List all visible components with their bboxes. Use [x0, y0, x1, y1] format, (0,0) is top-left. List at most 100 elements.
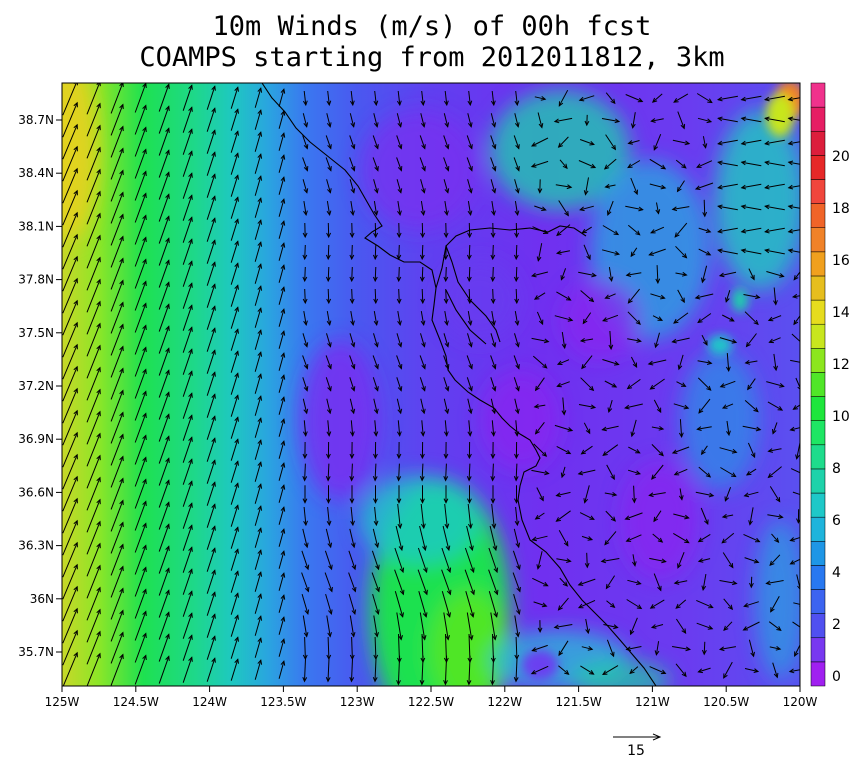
wind-vector [441, 547, 452, 574]
wind-vector [701, 574, 707, 592]
wind-vector [787, 96, 800, 102]
wind-vector [553, 624, 573, 630]
wind-vector [555, 250, 570, 255]
wind-vector [673, 403, 690, 410]
wind-vector [627, 288, 640, 304]
wind-vector [698, 398, 711, 414]
wind-vector [651, 444, 664, 457]
wind-vector [134, 456, 147, 487]
wind-vector [110, 609, 124, 642]
wind-vector [602, 444, 619, 456]
colorbar-label: 6 [832, 513, 841, 529]
wind-vector [747, 442, 756, 459]
wind-vector [697, 117, 713, 124]
wind-vector [230, 196, 239, 219]
wind-vector [158, 281, 170, 310]
wind-vector [579, 512, 595, 520]
wind-vector [110, 587, 124, 620]
wind-vector [278, 440, 286, 459]
wind-vector [490, 655, 495, 686]
wind-vector [278, 352, 286, 371]
wind-vector [443, 655, 448, 686]
wind-vector [230, 284, 239, 307]
wind-vector [396, 377, 403, 392]
wind-vector [536, 311, 544, 326]
colorbar-segment [810, 589, 826, 614]
wind-vector [467, 485, 472, 504]
wind-vector [764, 160, 785, 167]
wind-vector [696, 599, 714, 609]
wind-vector [62, 387, 78, 424]
wind-vector [325, 157, 332, 172]
wind-vector [206, 129, 216, 154]
wind-vector [605, 510, 616, 522]
wind-vector [206, 459, 216, 484]
wind-vector [627, 224, 641, 236]
wind-vector [627, 160, 641, 169]
wind-vector [86, 102, 101, 137]
wind-vector [748, 268, 755, 281]
wind-vector [158, 611, 170, 640]
wind-vector [302, 398, 309, 415]
wind-vector [134, 148, 147, 179]
wind-vector [110, 301, 124, 334]
wind-vector [768, 621, 782, 631]
wind-vector [673, 513, 690, 520]
wind-vector [578, 271, 597, 278]
wind-vector [513, 135, 520, 150]
wind-vector [396, 398, 403, 415]
wind-vector [86, 344, 101, 379]
wind-vector [764, 116, 785, 123]
wind-vector [373, 485, 378, 504]
wind-vector [530, 160, 549, 168]
wind-vector [649, 666, 667, 675]
wind-vector [86, 652, 101, 686]
colorbar-label: 16 [832, 253, 850, 269]
wind-vector [726, 420, 731, 437]
x-tick-label: 121.5W [555, 695, 601, 709]
wind-vector [533, 443, 548, 457]
wind-vector [349, 528, 356, 549]
wind-vector [110, 565, 124, 598]
wind-vector [230, 328, 239, 351]
wind-vector [491, 201, 496, 217]
wind-vector [158, 171, 170, 200]
wind-vector [606, 600, 616, 609]
colorbar-segment [810, 106, 826, 132]
wind-vector [467, 503, 473, 530]
wind-vector [581, 646, 594, 651]
wind-vector [278, 462, 286, 481]
wind-vector [396, 266, 402, 283]
wind-vector [62, 343, 78, 380]
wind-vector [206, 481, 216, 506]
wind-vector [466, 377, 473, 392]
wind-vector [110, 477, 124, 510]
wind-vector [420, 90, 426, 107]
wind-vector [443, 333, 450, 348]
wind-vector [278, 616, 286, 635]
wind-vector [326, 615, 332, 638]
wind-vector [182, 392, 193, 419]
wind-vector [534, 421, 545, 435]
wind-vector [466, 266, 472, 283]
wind-vector [579, 205, 594, 212]
wind-vector [254, 593, 263, 614]
wind-vector [671, 337, 690, 344]
wind-vector [561, 331, 567, 350]
wind-vector [744, 400, 759, 413]
wind-vector [278, 572, 286, 591]
wind-vector [763, 95, 785, 102]
wind-vector [110, 631, 124, 664]
wind-vector [719, 447, 738, 454]
wind-vector [740, 227, 762, 234]
colorbar-segment [810, 637, 826, 663]
wind-vector [254, 241, 263, 262]
wind-vector [372, 528, 380, 549]
colorbar-segment [810, 661, 826, 687]
wind-vector [765, 580, 784, 586]
wind-vector [134, 434, 147, 465]
wind-vector [443, 485, 449, 504]
wind-vector [62, 299, 78, 336]
wind-vector [443, 90, 449, 107]
wind-vector [396, 441, 402, 460]
